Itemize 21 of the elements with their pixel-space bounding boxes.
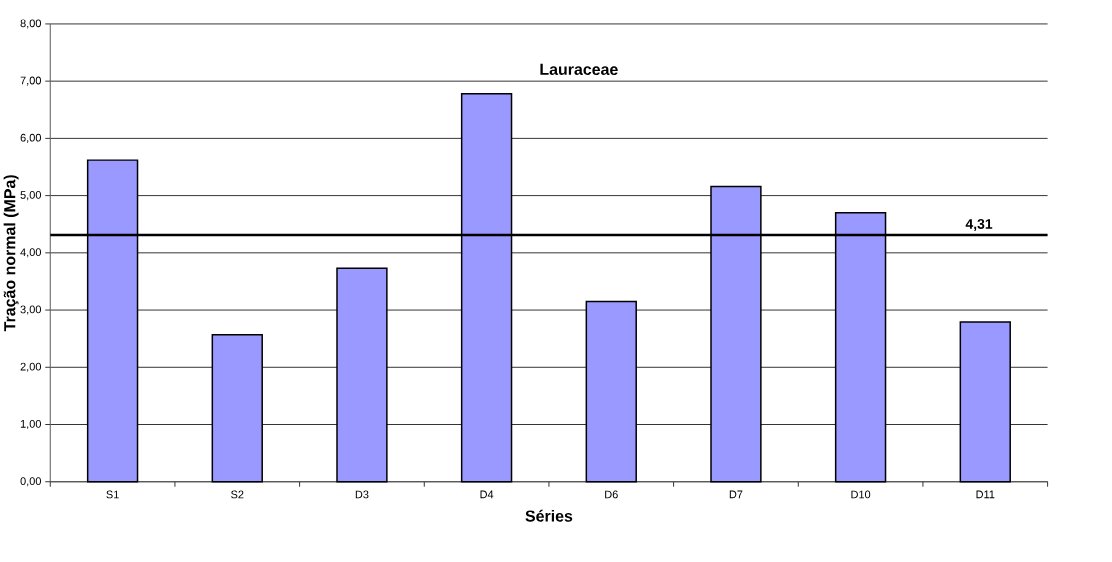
x-tick-label: D3 bbox=[355, 490, 369, 499]
ref-line-label: 4,31 bbox=[965, 219, 993, 232]
y-axis-title: Tração normal (MPa) bbox=[3, 175, 19, 332]
y-tick-label: 7,00 bbox=[20, 76, 41, 86]
x-tick-label: D10 bbox=[851, 490, 871, 499]
y-tick-label: 1,00 bbox=[20, 420, 41, 430]
y-tick-label: 6,00 bbox=[20, 134, 41, 144]
y-tick-label: 3,00 bbox=[20, 305, 41, 315]
y-tick-label: 0,00 bbox=[20, 477, 41, 487]
x-tick-label: S1 bbox=[106, 490, 119, 499]
x-tick-label: D11 bbox=[976, 490, 995, 499]
x-tick-label: S2 bbox=[231, 490, 244, 499]
x-tick-label: D7 bbox=[729, 490, 743, 499]
x-tick-label: D6 bbox=[605, 490, 618, 499]
y-tick-label: 5,00 bbox=[20, 191, 41, 201]
y-tick-label: 8,00 bbox=[20, 19, 41, 29]
y-tick-label: 2,00 bbox=[20, 362, 41, 373]
y-tick-label: 4,00 bbox=[20, 248, 41, 258]
text: Lauraceae bbox=[540, 64, 618, 76]
x-tick-label: D4 bbox=[480, 490, 494, 499]
x-axis-title: Séries bbox=[525, 510, 573, 522]
